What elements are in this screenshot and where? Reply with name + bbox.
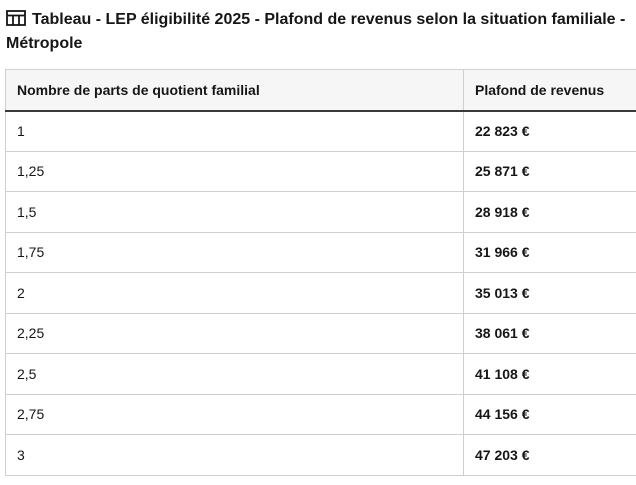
header-plafond: Plafond de revenus [463,69,636,112]
table-row: 2,25 38 061 € [5,312,636,354]
cell-plafond: 28 918 € [463,191,636,233]
cell-plafond: 35 013 € [463,272,636,314]
table-row: 2,75 44 156 € [5,393,636,435]
cell-parts: 2,5 [5,353,464,395]
cell-plafond: 44 156 € [463,393,636,435]
cell-parts: 2,75 [5,393,464,435]
table-row: 1,75 31 966 € [5,231,636,273]
table-row: 1,5 28 918 € [5,191,636,233]
cell-parts: 1,75 [5,231,464,273]
header-parts: Nombre de parts de quotient familial [5,69,464,112]
caption-title: Tableau - LEP éligibilité 2025 - Plafond… [6,11,626,52]
table-row: 3 47 203 € [5,434,636,476]
cell-plafond: 25 871 € [463,150,636,192]
cell-parts: 2 [5,272,464,314]
cell-parts: 1,5 [5,191,464,233]
table-row: 1,25 25 871 € [5,150,636,192]
cell-parts: 2,25 [5,312,464,354]
cell-parts: 1 [5,110,464,152]
table-container: Nombre de parts de quotient familial Pla… [5,69,636,485]
table-row: 1 22 823 € [5,110,636,152]
cell-parts: 3 [5,434,464,476]
table-row: 2 35 013 € [5,272,636,314]
table-caption: Tableau - LEP éligibilité 2025 - Plafond… [6,8,634,56]
table-header-row: Nombre de parts de quotient familial Pla… [5,69,636,112]
income-ceiling-table: Nombre de parts de quotient familial Pla… [5,69,636,476]
cell-plafond: 22 823 € [463,110,636,152]
cell-plafond: 38 061 € [463,312,636,354]
cell-plafond: 31 966 € [463,231,636,273]
table-row: 2,5 41 108 € [5,353,636,395]
cell-parts: 1,25 [5,150,464,192]
cell-plafond: 41 108 € [463,353,636,395]
table-icon [6,10,26,26]
cell-plafond: 47 203 € [463,434,636,476]
